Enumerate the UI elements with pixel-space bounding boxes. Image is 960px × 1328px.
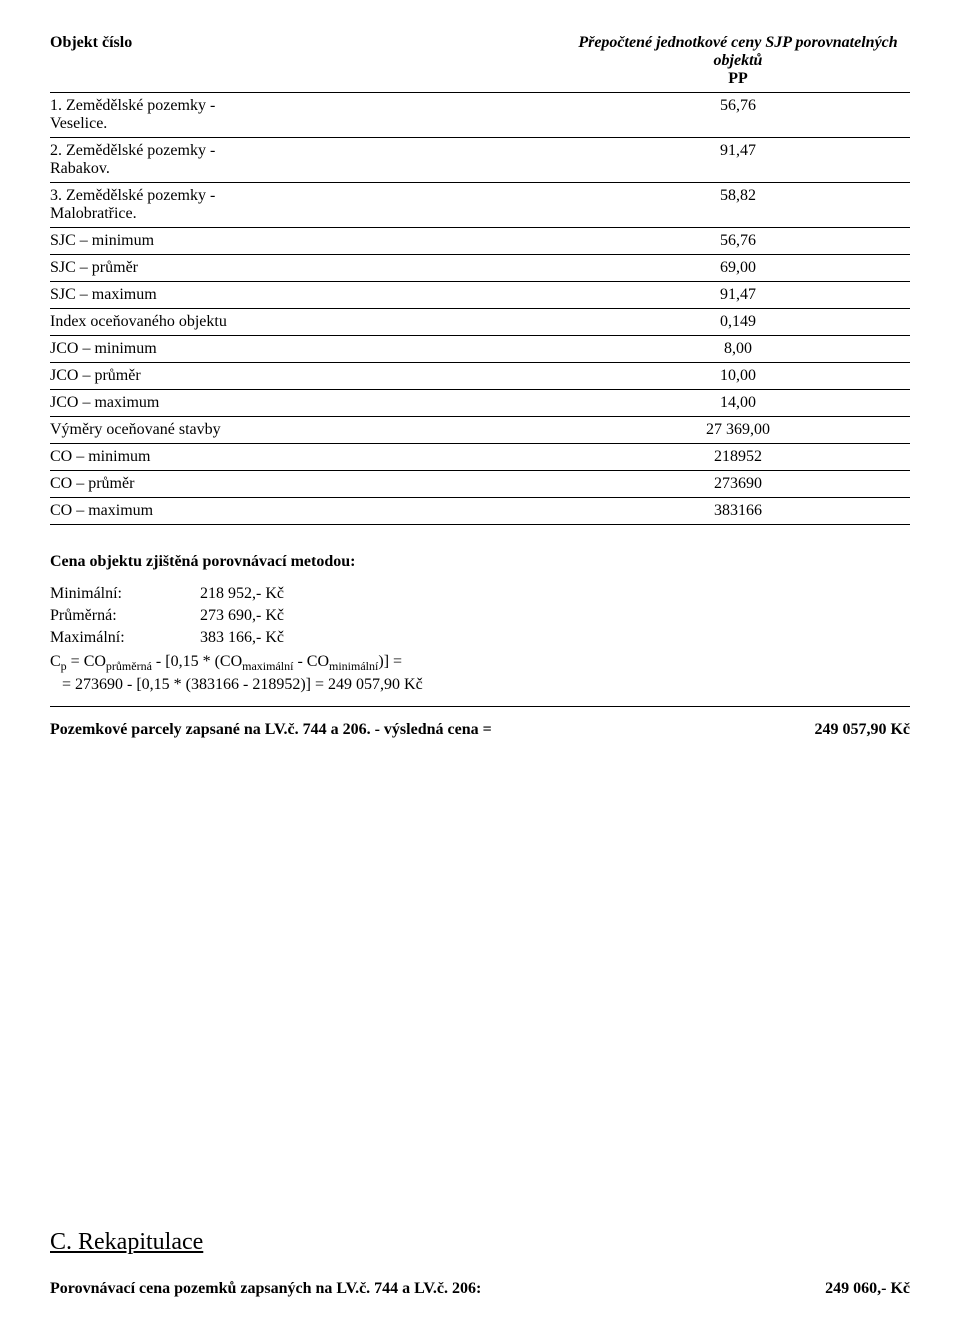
- list-item: Maximální:383 166,- Kč: [50, 629, 910, 647]
- f1-p2: = CO: [67, 653, 106, 670]
- row-value: 218952: [566, 444, 910, 471]
- header-left: Objekt číslo: [50, 30, 566, 93]
- row-value: 58,82: [566, 183, 910, 228]
- f1-s2: průměrná: [106, 659, 152, 673]
- header-right: Přepočtené jednotkové ceny SJP porovnate…: [566, 30, 910, 93]
- row-value: 10,00: [566, 363, 910, 390]
- row-value: 91,47: [566, 138, 910, 183]
- kv-value: 218 952,- Kč: [200, 585, 910, 603]
- table-row: CO – průměr273690: [50, 471, 910, 498]
- table-row: 1. Zemědělské pozemky -Veselice.56,76: [50, 93, 910, 138]
- f1-p4: - CO: [293, 653, 329, 670]
- result-row: Pozemkové parcely zapsané na LV.č. 744 a…: [50, 721, 910, 739]
- table-row: SJC – průměr69,00: [50, 255, 910, 282]
- row-label: Index oceňovaného objektu: [50, 309, 566, 336]
- row-value: 8,00: [566, 336, 910, 363]
- row-label: Výměry oceňované stavby: [50, 417, 566, 444]
- row-value: 91,47: [566, 282, 910, 309]
- list-item: Průměrná:273 690,- Kč: [50, 607, 910, 625]
- f1-p3: - [0,15 * (CO: [152, 653, 242, 670]
- row-value: 56,76: [566, 228, 910, 255]
- row-label: 2. Zemědělské pozemky -Rabakov.: [50, 138, 566, 183]
- final-value: 249 060,- Kč: [825, 1280, 910, 1298]
- section-title: Cena objektu zjištěná porovnávací metodo…: [50, 553, 910, 571]
- row-label: CO – minimum: [50, 444, 566, 471]
- result-label: Pozemkové parcely zapsané na LV.č. 744 a…: [50, 721, 492, 739]
- row-label: 1. Zemědělské pozemky -Veselice.: [50, 93, 566, 138]
- kv-value: 383 166,- Kč: [200, 629, 910, 647]
- table-row: Index oceňovaného objektu0,149: [50, 309, 910, 336]
- table-row: JCO – průměr10,00: [50, 363, 910, 390]
- spacer: [50, 799, 910, 1229]
- row-value: 383166: [566, 498, 910, 525]
- table-row: CO – maximum383166: [50, 498, 910, 525]
- row-label: 3. Zemědělské pozemky -Malobratřice.: [50, 183, 566, 228]
- result-value: 249 057,90 Kč: [814, 721, 910, 739]
- row-value: 69,00: [566, 255, 910, 282]
- row-value: 27 369,00: [566, 417, 910, 444]
- f1-p1: C: [50, 653, 61, 670]
- row-label: JCO – maximum: [50, 390, 566, 417]
- f1-s3: maximální: [242, 659, 293, 673]
- price-list: Minimální:218 952,- KčPrůměrná:273 690,-…: [50, 585, 910, 647]
- table-row: SJC – maximum91,47: [50, 282, 910, 309]
- header-right-line1: Přepočtené jednotkové ceny SJP porovnate…: [578, 34, 897, 69]
- final-label: Porovnávací cena pozemků zapsaných na LV…: [50, 1280, 481, 1298]
- table-row: 3. Zemědělské pozemky -Malobratřice.58,8…: [50, 183, 910, 228]
- row-value: 56,76: [566, 93, 910, 138]
- row-label: JCO – průměr: [50, 363, 566, 390]
- kv-key: Průměrná:: [50, 607, 200, 625]
- row-label: SJC – maximum: [50, 282, 566, 309]
- final-row: Porovnávací cena pozemků zapsaných na LV…: [50, 1280, 910, 1298]
- row-value: 0,149: [566, 309, 910, 336]
- divider: [50, 706, 910, 707]
- row-value: 273690: [566, 471, 910, 498]
- formula-line-2: = 273690 - [0,15 * (383166 - 218952)] = …: [50, 676, 910, 694]
- row-label: JCO – minimum: [50, 336, 566, 363]
- row-label: CO – maximum: [50, 498, 566, 525]
- kv-key: Minimální:: [50, 585, 200, 603]
- kv-key: Maximální:: [50, 629, 200, 647]
- list-item: Minimální:218 952,- Kč: [50, 585, 910, 603]
- row-label: SJC – minimum: [50, 228, 566, 255]
- table-row: Výměry oceňované stavby27 369,00: [50, 417, 910, 444]
- table-row: JCO – maximum14,00: [50, 390, 910, 417]
- formula-block: Cp = COprůměrná - [0,15 * (COmaximální -…: [50, 653, 910, 694]
- table-row: 2. Zemědělské pozemky -Rabakov.91,47: [50, 138, 910, 183]
- table-row: JCO – minimum8,00: [50, 336, 910, 363]
- table-row: CO – minimum218952: [50, 444, 910, 471]
- row-label: SJC – průměr: [50, 255, 566, 282]
- header-right-line2: PP: [728, 70, 748, 87]
- rekapitulace-title: C. Rekapitulace: [50, 1229, 910, 1256]
- row-value: 14,00: [566, 390, 910, 417]
- row-label: CO – průměr: [50, 471, 566, 498]
- comparison-table: Objekt číslo Přepočtené jednotkové ceny …: [50, 30, 910, 525]
- f1-p5: )] =: [378, 653, 402, 670]
- formula-line-1: Cp = COprůměrná - [0,15 * (COmaximální -…: [50, 653, 910, 674]
- f1-s4: minimální: [329, 659, 378, 673]
- table-row: SJC – minimum56,76: [50, 228, 910, 255]
- kv-value: 273 690,- Kč: [200, 607, 910, 625]
- table-header: Objekt číslo Přepočtené jednotkové ceny …: [50, 30, 910, 93]
